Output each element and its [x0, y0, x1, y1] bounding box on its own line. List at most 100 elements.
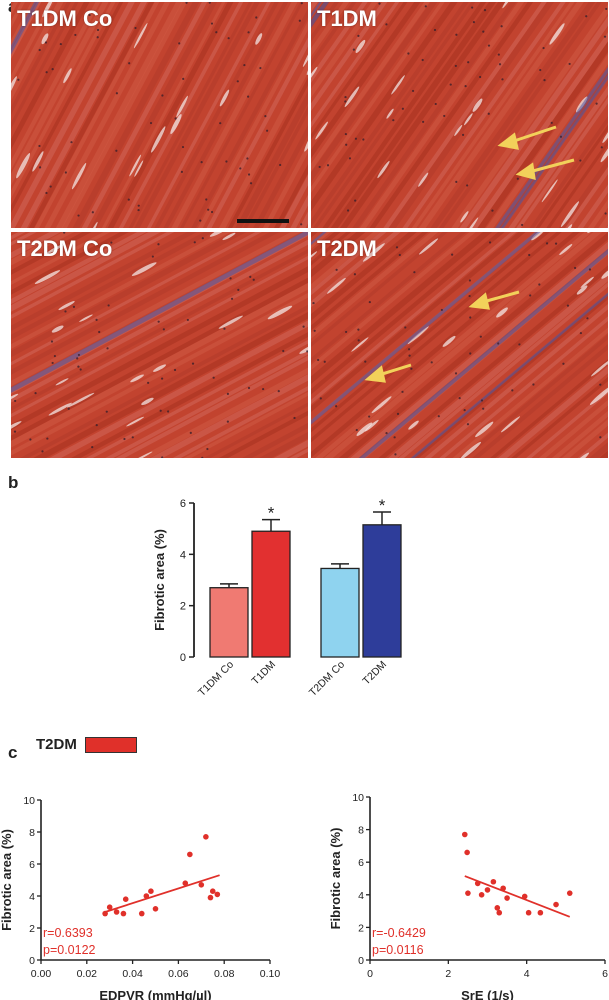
nucleus — [404, 326, 407, 329]
y-tick-label: 0 — [180, 652, 186, 664]
nucleus — [201, 456, 204, 458]
nucleus — [354, 137, 358, 140]
nucleus — [79, 368, 82, 371]
muscle-fiber — [11, 249, 308, 458]
interstitial-space — [560, 201, 580, 227]
interstitial-space — [127, 451, 153, 458]
nucleus — [255, 16, 258, 19]
muscle-fiber — [11, 2, 204, 228]
micrograph-label: T2DM Co — [17, 236, 113, 261]
nucleus — [352, 48, 355, 51]
y-tick-label: 4 — [180, 549, 186, 561]
muscle-fiber — [311, 232, 608, 458]
fiber-group — [311, 2, 608, 228]
data-point — [537, 909, 544, 916]
interstitial-space — [475, 421, 494, 438]
nucleus — [573, 266, 577, 270]
muscle-fiber — [311, 232, 608, 458]
nucleus — [91, 446, 94, 449]
muscle-fiber — [11, 2, 296, 228]
nucleus — [345, 330, 348, 334]
y-tick-label: 10 — [23, 795, 35, 807]
interstitial-space — [11, 76, 17, 101]
nucleus — [393, 436, 396, 439]
interstitial-space — [386, 108, 394, 119]
nucleus — [219, 122, 222, 125]
nucleus — [357, 34, 360, 37]
interstitial-space — [315, 121, 328, 140]
interstitial-space — [356, 422, 373, 436]
y-tick-label: 2 — [180, 601, 186, 613]
muscle-fiber — [11, 232, 308, 458]
nucleus — [604, 212, 607, 215]
y-tick-label: 8 — [358, 825, 364, 837]
data-point — [187, 851, 193, 858]
nucleus — [605, 7, 608, 10]
nucleus — [554, 242, 558, 245]
interstitial-space — [589, 385, 608, 405]
muscle-fiber — [311, 2, 608, 228]
nucleus — [64, 171, 67, 174]
interstitial-space — [126, 416, 145, 427]
nucleus — [225, 160, 228, 163]
muscle-fiber — [383, 2, 608, 228]
y-tick-label: 6 — [180, 498, 186, 510]
muscle-fiber — [115, 2, 308, 228]
interstitial-space — [407, 326, 429, 345]
y-tick-label: 0 — [29, 955, 35, 967]
muscle-fiber — [311, 2, 608, 228]
fiber-group — [11, 2, 308, 228]
micrograph-t1dm: T1DM — [311, 2, 608, 228]
nucleus — [45, 71, 48, 74]
muscle-fiber — [311, 2, 608, 228]
nucleus — [72, 305, 76, 308]
nucleus — [46, 437, 49, 440]
nucleus — [454, 372, 458, 375]
y-tick-label: 4 — [29, 891, 35, 903]
category-label: T2DM Co — [307, 659, 347, 699]
nucleus — [344, 132, 347, 136]
nucleus — [243, 63, 246, 67]
nucleus — [151, 255, 154, 258]
nucleus — [149, 121, 153, 125]
data-point — [198, 882, 205, 888]
muscle-fiber — [11, 232, 308, 458]
nucleus — [433, 28, 437, 32]
nucleus — [464, 85, 467, 88]
x-tick-label: 4 — [524, 968, 530, 980]
interstitial-space — [141, 397, 154, 406]
data-point — [182, 880, 189, 886]
muscle-fiber — [311, 232, 608, 458]
bar — [209, 587, 249, 658]
muscle-fiber — [311, 232, 608, 458]
interstitial-space — [576, 285, 588, 295]
category-label: T2DM — [360, 659, 389, 688]
muscle-fiber — [311, 232, 608, 458]
nucleus — [468, 294, 471, 298]
nucleus — [443, 114, 446, 118]
interstitial-space — [170, 114, 182, 135]
nucleus — [440, 308, 443, 312]
muscle-fiber — [311, 2, 608, 228]
muscle-fiber — [311, 232, 608, 458]
correlation-r: r=-0.6429 — [372, 926, 426, 940]
regression-line — [104, 874, 220, 913]
interstitial-space — [377, 160, 390, 179]
nucleus — [585, 15, 588, 18]
muscle-fiber — [11, 264, 308, 458]
nucleus — [497, 342, 500, 345]
nucleus — [96, 36, 99, 39]
muscle-fiber — [311, 2, 583, 228]
muscle-fiber — [11, 232, 308, 401]
nucleus — [131, 436, 134, 439]
muscle-fiber — [311, 232, 608, 458]
nucleus — [212, 376, 215, 379]
muscle-fiber — [108, 2, 308, 228]
muscle-fiber — [311, 2, 608, 228]
data-point — [113, 909, 120, 915]
nucleus — [461, 133, 465, 137]
nucleus — [538, 283, 541, 286]
nucleus — [306, 350, 308, 353]
micrograph-t1dm-co: T1DM Co — [11, 2, 308, 228]
data-point — [521, 893, 528, 900]
